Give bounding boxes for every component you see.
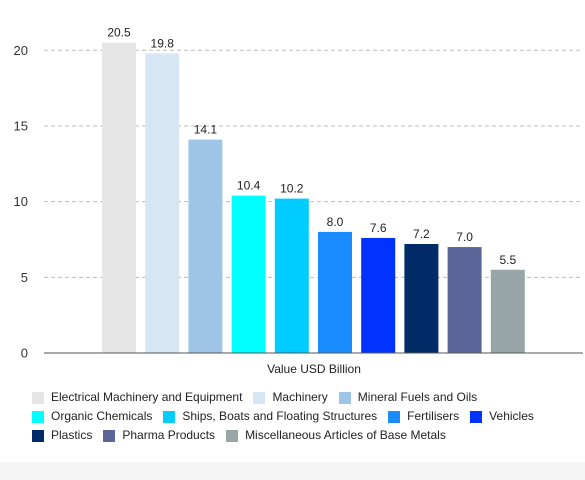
legend-swatch-3: [32, 410, 44, 423]
legend-swatch-6: [470, 410, 483, 423]
legend-swatch-8: [103, 429, 116, 442]
legend-item-8[interactable]: Pharma Products: [103, 426, 215, 445]
x-axis-label: Value USD Billion: [267, 362, 361, 376]
legend-item-6[interactable]: Vehicles: [470, 407, 534, 426]
legend-item-4[interactable]: Ships, Boats and Floating Structures: [163, 407, 377, 426]
bar-8: [447, 247, 482, 353]
bars: [102, 42, 525, 354]
legend-swatch-4: [163, 410, 176, 423]
chart-panel: 0 5 10 15 20 20.5 19.8 14.1 10.4 10.2 8.0 7.6 7.2 7.…: [13, 25, 583, 445]
legend-swatch-9: [226, 429, 239, 442]
legend-label-7: Plastics: [51, 428, 93, 442]
legend-row-0: Electrical Machinery and Equipment Machin…: [32, 388, 580, 407]
data-label-2: 14.1: [194, 123, 218, 137]
y-tick-labels: 0 5 10 15 20: [14, 43, 28, 361]
legend-label-9: Miscellaneous Articles of Base Metals: [245, 428, 446, 442]
legend-item-3[interactable]: Organic Chemicals: [32, 407, 152, 426]
data-label-8: 7.0: [456, 230, 473, 244]
legend-row-1: Organic Chemicals Ships, Boats and Floati…: [32, 407, 580, 426]
legend-label-5: Fertilisers: [407, 409, 460, 423]
legend-label-3: Organic Chemicals: [51, 409, 153, 423]
data-label-4: 10.2: [280, 182, 304, 196]
legend-label-6: Vehicles: [489, 409, 534, 423]
bar-0: [102, 42, 136, 354]
data-label-1: 19.8: [151, 36, 175, 50]
legend-swatch-5: [388, 410, 401, 423]
legend-label-8: Pharma Products: [122, 428, 216, 442]
y-tick-label: 15: [14, 118, 28, 133]
data-label-7: 7.2: [413, 227, 430, 241]
data-label-5: 8.0: [327, 215, 344, 229]
legend-label-0: Electrical Machinery and Equipment: [51, 390, 243, 404]
legend-swatch-1: [253, 391, 266, 404]
legend-swatch-2: [338, 391, 351, 404]
legend-item-2[interactable]: Mineral Fuels and Oils: [338, 388, 478, 407]
y-tick-label: 10: [14, 194, 28, 209]
data-label-0: 20.5: [107, 26, 131, 40]
legend-label-1: Machinery: [272, 390, 328, 404]
bar-6: [361, 237, 396, 353]
legend-swatch-0: [32, 391, 44, 404]
bar-3: [231, 195, 266, 353]
legend-row-2: Plastics Pharma Products Miscellaneous Art…: [32, 426, 580, 445]
bar-7: [404, 244, 439, 353]
legend-item-1[interactable]: Machinery: [253, 388, 328, 407]
bar-chart: 0 5 10 15 20 20.5 19.8 14.1 10.4 10.2 8.0 7.6 7.2 7.…: [14, 26, 583, 376]
legend-item-9[interactable]: Miscellaneous Articles of Base Metals: [226, 426, 446, 445]
bar-9: [490, 269, 525, 353]
legend: Electrical Machinery and Equipment Machin…: [32, 388, 580, 445]
legend-item-7[interactable]: Plastics: [32, 426, 92, 445]
legend-label-4: Ships, Boats and Floating Structures: [182, 409, 378, 423]
legend-label-2: Mineral Fuels and Oils: [357, 390, 478, 404]
legend-swatch-7: [32, 429, 44, 442]
data-label-6: 7.6: [370, 221, 387, 235]
data-label-3: 10.4: [237, 179, 261, 193]
legend-item-0[interactable]: Electrical Machinery and Equipment: [32, 388, 242, 407]
y-tick-label: 5: [21, 270, 28, 285]
bar-5: [318, 231, 352, 353]
data-labels: 20.5 19.8 14.1 10.4 10.2 8.0 7.6 7.2 7.0 5.5: [107, 26, 516, 267]
y-tick-label: 0: [21, 346, 28, 361]
bar-4: [274, 198, 309, 353]
y-tick-label: 20: [14, 43, 28, 58]
legend-item-5[interactable]: Fertilisers: [388, 407, 459, 426]
bar-2: [188, 139, 223, 353]
bar-1: [145, 53, 180, 354]
data-label-9: 5.5: [499, 253, 516, 267]
